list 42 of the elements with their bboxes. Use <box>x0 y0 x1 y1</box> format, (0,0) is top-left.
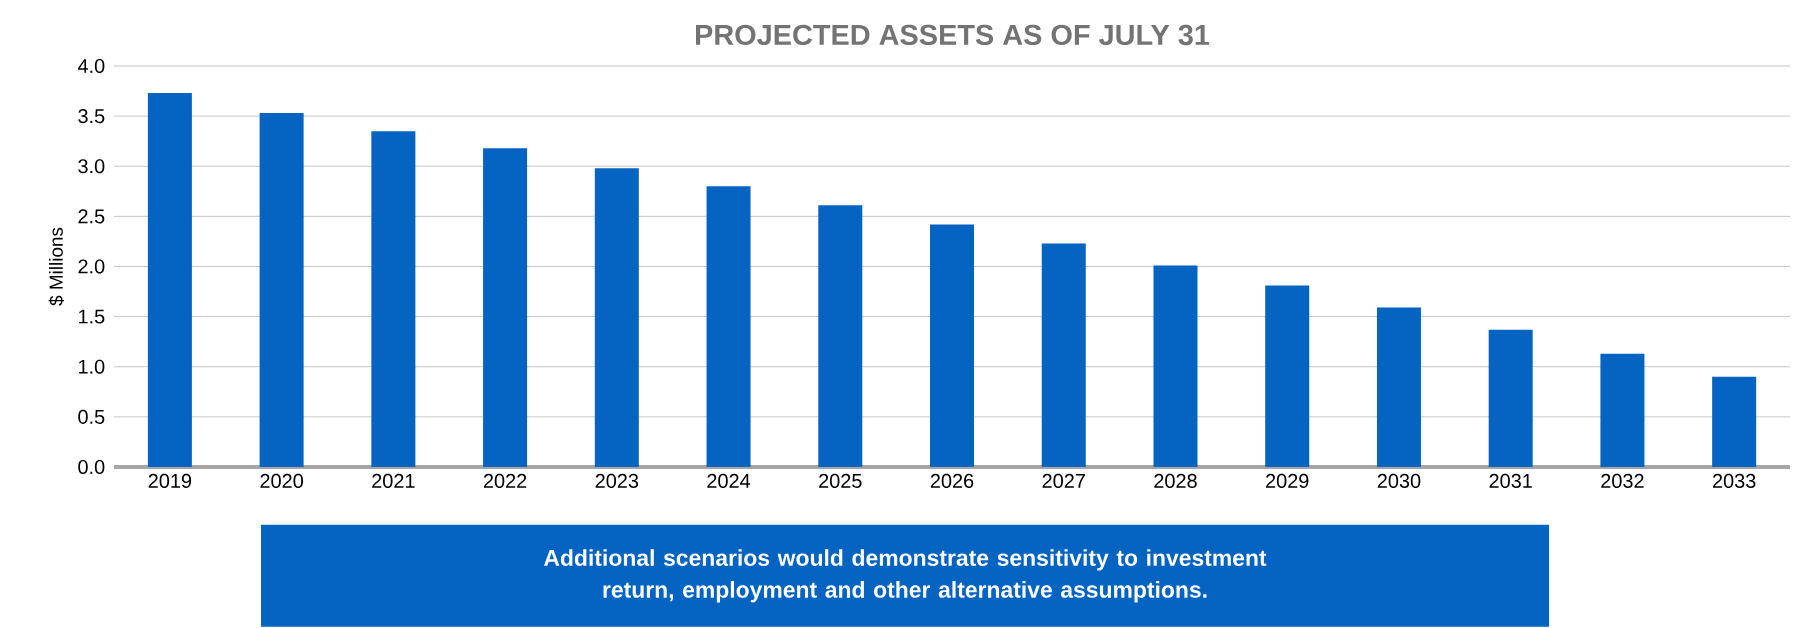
text: Additional scenarios would demonstrate sensitivity to investment return, employment and other alternative assumptions. <box>543 549 1267 603</box>
y-tick-label: 0.5 <box>78 409 105 424</box>
x-tick-label: 2027 <box>1042 473 1085 488</box>
y-tick-label: 1.5 <box>78 309 105 324</box>
bar <box>371 131 416 467</box>
y-tick-label: 1.0 <box>78 359 105 374</box>
x-tick-label: 2029 <box>1266 473 1309 488</box>
x-tick-label: 2022 <box>483 473 527 488</box>
y-tick-label: 4.0 <box>77 58 105 74</box>
x-tick-label: 2020 <box>260 473 303 488</box>
x-tick-label: 2030 <box>1377 473 1421 488</box>
x-tick-label: 2026 <box>930 473 974 488</box>
bar <box>1153 265 1198 467</box>
bar <box>1265 285 1310 467</box>
x-tick-label: 2024 <box>707 473 751 488</box>
bar <box>1488 329 1533 467</box>
chart-title: PROJECTED ASSETS AS OF JULY 31 <box>696 24 1210 46</box>
y-tick-label: 2.0 <box>78 259 105 274</box>
bar <box>706 186 751 467</box>
bar <box>1712 376 1757 467</box>
x-tick-label: 2025 <box>819 473 862 488</box>
bar <box>259 113 304 467</box>
bar <box>1041 243 1086 467</box>
bar <box>818 205 863 467</box>
bar <box>483 148 528 467</box>
bar <box>1600 353 1645 467</box>
x-tick-label: 2031 <box>1489 473 1532 488</box>
y-tick-label: 3.5 <box>78 109 105 124</box>
y-tick-label: 3.0 <box>78 159 105 174</box>
bar <box>147 93 192 467</box>
y-tick-label: 0.0 <box>78 459 105 475</box>
y-axis-title: $ Millions <box>48 227 64 306</box>
bar <box>930 224 975 467</box>
x-tick-label: 2033 <box>1712 473 1756 488</box>
x-tick-label: 2021 <box>372 473 415 488</box>
bar <box>594 168 639 467</box>
x-tick-label: 2019 <box>148 473 192 488</box>
bar <box>1376 307 1421 467</box>
x-tick-label: 2023 <box>595 473 639 488</box>
x-tick-label: 2032 <box>1601 473 1644 488</box>
x-tick-label: 2028 <box>1154 473 1197 488</box>
y-tick-label: 2.5 <box>78 209 105 224</box>
